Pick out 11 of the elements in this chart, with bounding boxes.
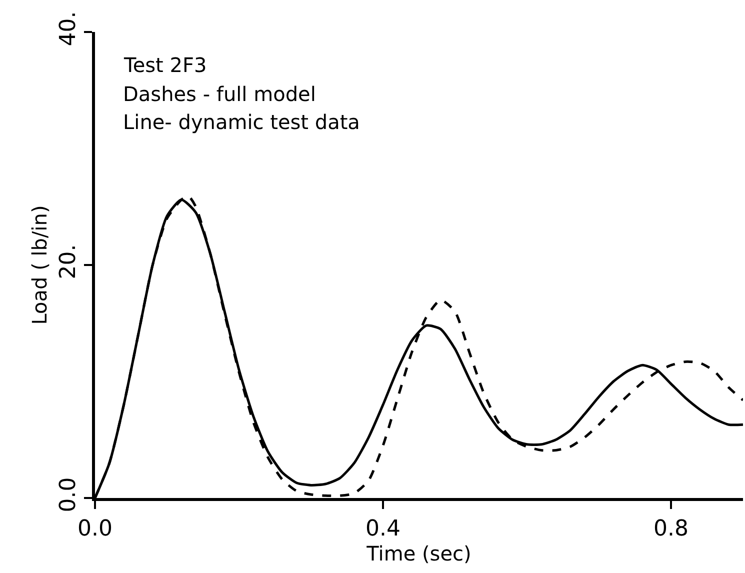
annotation: Dashes - full model: [123, 82, 316, 106]
y-tick-label: 40.: [56, 11, 82, 46]
y-tick-label: 0.0: [56, 477, 82, 512]
annotation: Test 2F3: [123, 53, 207, 77]
annotation: Line- dynamic test data: [123, 110, 360, 134]
y-axis-title: Load ( lb/in): [28, 205, 52, 325]
x-tick-label: 0.0: [78, 516, 112, 542]
y-tick-label: 20.: [56, 244, 82, 280]
x-axis-title: Time (sec): [366, 541, 472, 566]
x-tick-label: 0.8: [654, 516, 688, 542]
x-tick-label: 0.4: [366, 516, 400, 542]
